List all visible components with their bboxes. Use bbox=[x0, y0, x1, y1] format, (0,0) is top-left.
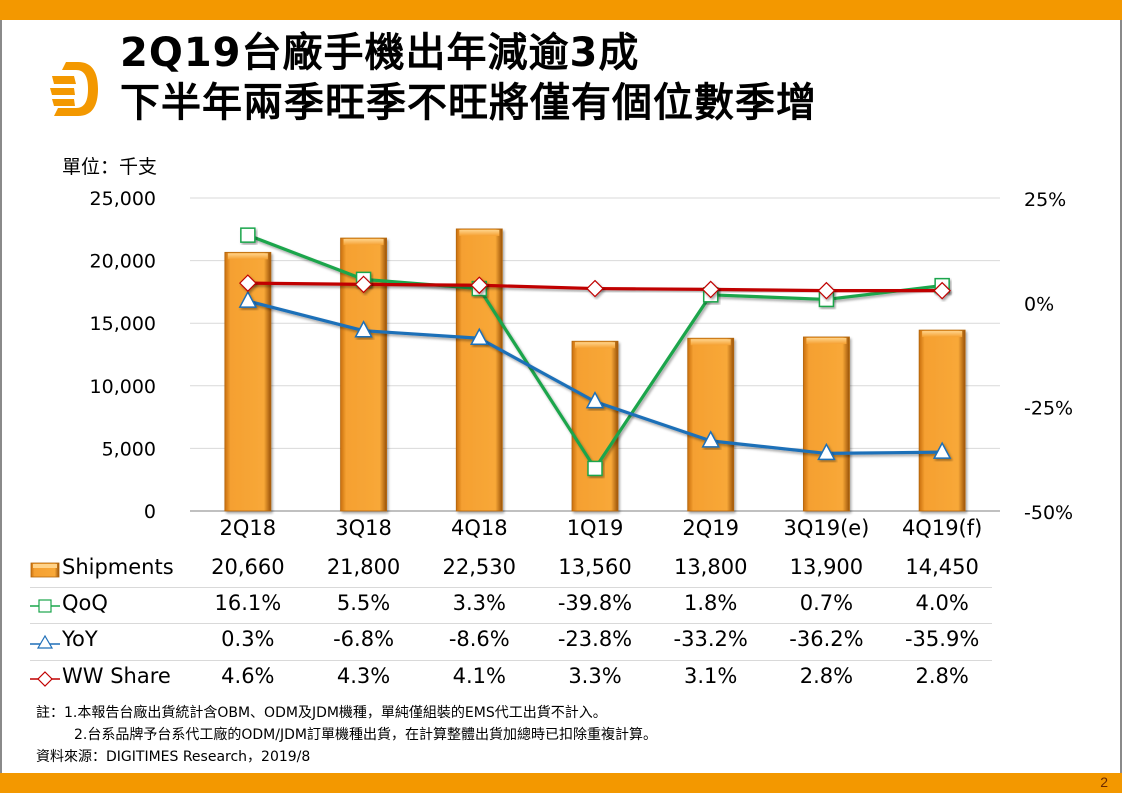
table-cell-value: -39.8% bbox=[557, 591, 633, 615]
blue-triangle-line-marker-icon bbox=[30, 633, 60, 655]
category-label: 3Q18 bbox=[335, 516, 392, 540]
shipments-bar bbox=[455, 228, 503, 512]
yoy-marker bbox=[817, 442, 836, 461]
table-cell-value: 20,660 bbox=[211, 555, 285, 579]
right-axis-tick-label: 0% bbox=[1024, 293, 1054, 315]
slide-right-border bbox=[1120, 20, 1122, 773]
unit-label: 單位：千支 bbox=[62, 156, 158, 178]
ww-share-marker bbox=[354, 275, 373, 294]
table-cell-value: -36.2% bbox=[789, 627, 864, 651]
table-cell-value: 4.6% bbox=[221, 664, 275, 688]
table-cell-value: 0.3% bbox=[221, 627, 275, 651]
ww-share-marker bbox=[933, 281, 951, 300]
table-cell-value: -8.6% bbox=[448, 627, 510, 651]
category-label: 1Q19 bbox=[566, 516, 624, 540]
ww-share-marker bbox=[239, 274, 257, 292]
left-axis-tick-label: 0 bbox=[144, 501, 156, 523]
shipments-bar bbox=[803, 336, 850, 512]
category-label: 2Q19 bbox=[682, 516, 740, 540]
table-cell-value: 4.0% bbox=[915, 591, 969, 615]
table-cell-value: 13,800 bbox=[673, 555, 748, 579]
table-cell-value: 22,530 bbox=[442, 555, 517, 579]
footnotes: 註：1.本報告台廠出貨統計含OBM、ODM及JDM機種，單純僅組裝的EMS代工出… bbox=[36, 702, 657, 768]
note-1: 註：1.本報告台廠出貨統計含OBM、ODM及JDM機種，單純僅組裝的EMS代工出… bbox=[36, 705, 607, 721]
yoy-marker bbox=[701, 430, 720, 448]
shipments-bar bbox=[687, 337, 735, 512]
qoq-marker bbox=[240, 227, 256, 243]
yoy-marker bbox=[585, 391, 605, 409]
table-cell-value: -23.8% bbox=[557, 627, 633, 651]
table-cell-value: 2.8% bbox=[799, 664, 854, 688]
category-label: 4Q19(f) bbox=[901, 516, 983, 540]
table-cell-value: 1.8% bbox=[684, 591, 738, 615]
ww-share-marker bbox=[470, 276, 489, 295]
table-cell-value: 13,900 bbox=[789, 555, 864, 579]
top-accent-bar bbox=[0, 0, 1122, 20]
table-cell-value: 0.7% bbox=[799, 591, 854, 615]
table-cell-value: -6.8% bbox=[333, 627, 395, 651]
series-label-ww-share: WW Share bbox=[62, 664, 171, 688]
slide-title: 2Q19台廠手機出年減逾3成 下半年兩季旺季不旺將僅有個位數季增 bbox=[120, 28, 817, 128]
source-note: 資料來源：DIGITIMES Research，2019/8 bbox=[36, 749, 311, 765]
left-axis-tick-label: 10,000 bbox=[90, 376, 156, 398]
shipments-bar bbox=[918, 329, 966, 512]
left-axis-tick-label: 20,000 bbox=[90, 251, 156, 273]
slide-left-border bbox=[0, 20, 2, 773]
table-cell-value: 3.3% bbox=[452, 591, 506, 615]
yoy-marker bbox=[354, 320, 373, 338]
ww-share-marker bbox=[586, 279, 604, 298]
table-cell-value: -33.2% bbox=[673, 627, 748, 651]
category-label: 2Q18 bbox=[219, 516, 277, 540]
red-diamond-line-marker-icon bbox=[30, 670, 60, 692]
table-cell-value: 4.1% bbox=[452, 664, 506, 688]
yoy-marker bbox=[932, 441, 952, 459]
series-label-shipments: Shipments bbox=[62, 555, 174, 579]
table-cell-value: 3.1% bbox=[684, 664, 738, 688]
right-axis-tick-label: 25% bbox=[1024, 189, 1066, 211]
ww-share-marker bbox=[817, 281, 836, 300]
yoy-marker bbox=[238, 290, 258, 308]
yoy-marker bbox=[470, 327, 489, 345]
table-cell-value: 5.5% bbox=[336, 591, 391, 615]
series-label-qoq: QoQ bbox=[62, 591, 108, 615]
shipments-bar bbox=[571, 340, 619, 512]
left-axis-tick-label: 15,000 bbox=[90, 313, 156, 335]
ww-share-marker bbox=[701, 280, 720, 299]
title-line-2: 下半年兩季旺季不旺將僅有個位數季增 bbox=[120, 80, 817, 126]
green-square-line-marker-icon bbox=[30, 597, 60, 619]
qoq-marker bbox=[587, 460, 603, 477]
table-cell-value: 4.3% bbox=[336, 664, 391, 688]
table-cell-value: -35.9% bbox=[904, 627, 980, 651]
bottom-accent-bar bbox=[0, 773, 1122, 793]
table-cell-value: 13,560 bbox=[558, 555, 632, 579]
table-cell-value: 16.1% bbox=[214, 591, 282, 615]
table-cell-value: 21,800 bbox=[326, 555, 401, 579]
right-axis-tick-label: -25% bbox=[1024, 398, 1073, 420]
page-number: 2 bbox=[1100, 774, 1108, 790]
category-label: 3Q19(e) bbox=[783, 516, 870, 540]
table-row-divider bbox=[30, 587, 992, 588]
digitimes-logo-icon bbox=[50, 62, 98, 116]
orange-bar-swatch-icon bbox=[30, 561, 60, 583]
right-axis-tick-label: -50% bbox=[1024, 502, 1073, 524]
table-row-divider bbox=[30, 660, 992, 661]
table-row-divider bbox=[30, 623, 992, 624]
table-cell-value: 3.3% bbox=[568, 664, 622, 688]
left-axis-tick-label: 5,000 bbox=[102, 438, 156, 460]
title-line-1: 2Q19台廠手機出年減逾3成 bbox=[120, 30, 640, 76]
table-cell-value: 14,450 bbox=[905, 555, 979, 579]
category-label: 4Q18 bbox=[450, 516, 508, 540]
note-2: 2.台系品牌予台系代工廠的ODM/JDM訂單機種出貨，在計算整體出貨加總時已扣除… bbox=[74, 727, 657, 743]
series-label-yoy: YoY bbox=[62, 627, 98, 651]
left-axis-tick-label: 25,000 bbox=[90, 188, 156, 210]
table-cell-value: 2.8% bbox=[915, 664, 969, 688]
